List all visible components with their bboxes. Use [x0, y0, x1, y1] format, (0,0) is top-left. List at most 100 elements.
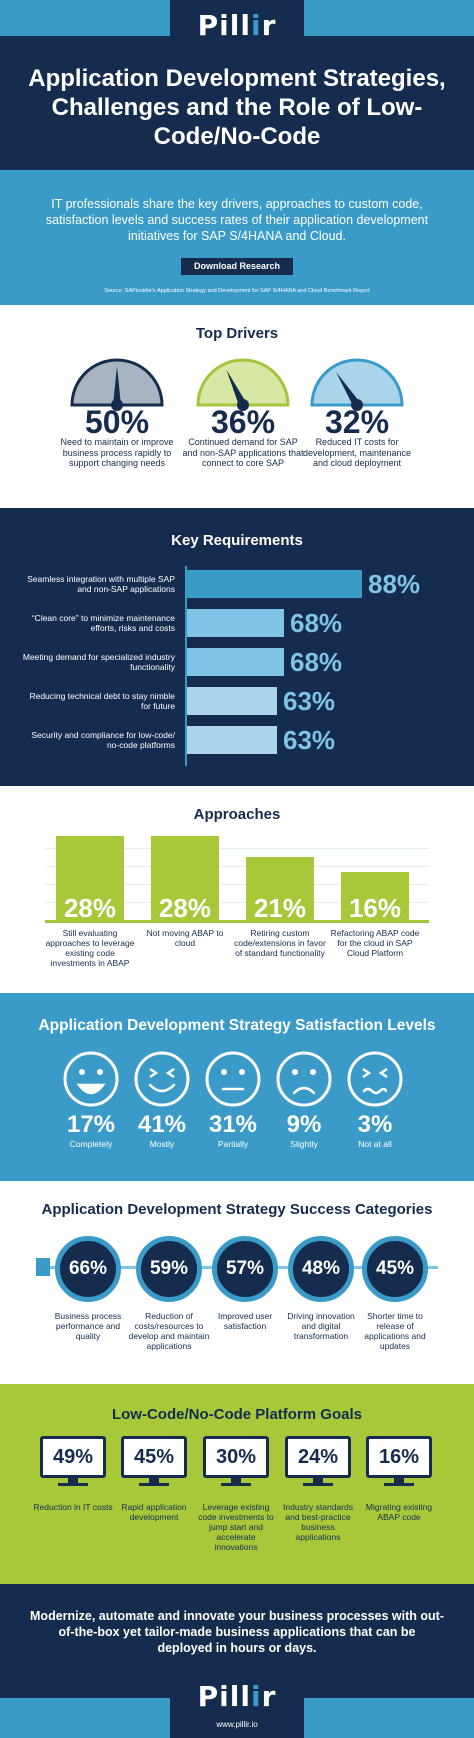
satisfaction-label: Mostly [149, 1139, 175, 1149]
footer-pillir-logo[interactable]: Pillir [197, 1680, 277, 1713]
success-label: Reduction of costs/resources to develop … [128, 1311, 210, 1351]
approaches-section: Approaches 28% Still evaluating approache… [0, 786, 474, 993]
success-label: Shorter time to release of applications … [364, 1311, 426, 1351]
goal-label: Migrating existing ABAP code [365, 1502, 433, 1522]
requirement-value: 88% [368, 569, 421, 599]
approach-value: 28% [158, 893, 212, 923]
footer-accent-left [0, 1698, 170, 1738]
driver-gauge: 32% Reduced IT costs for development, mai… [295, 355, 419, 469]
approaches-baseline [45, 920, 429, 923]
satisfaction-item: 31% Partially [198, 1049, 268, 1149]
driver-gauge: 50% Need to maintain or improve business … [55, 355, 179, 469]
approach-label: Refactoring ABAP code for the cloud in S… [330, 928, 420, 958]
driver-label: Continued demand for SAP and non-SAP app… [182, 437, 304, 468]
driver-gauge: 36% Continued demand for SAP and non-SAP … [181, 355, 305, 469]
requirement-row: Security and compliance for low-code/ no… [0, 724, 474, 756]
monitor-stand [58, 1483, 88, 1486]
goal-value: 45% [121, 1436, 187, 1478]
approach-value: 28% [63, 893, 117, 923]
goal-label: Reduction in IT costs [33, 1502, 113, 1512]
success-label: Improved user satisfaction [217, 1311, 273, 1331]
satisfaction-item: 9% Slightly [269, 1049, 339, 1149]
approach-bar [56, 836, 124, 920]
website-link[interactable]: www.pillir.io [216, 1720, 258, 1729]
gridline [45, 848, 429, 849]
monitor-neck [149, 1478, 159, 1483]
satisfaction-label: Partially [217, 1139, 249, 1149]
monitor-neck [68, 1478, 78, 1483]
requirement-label: Seamless integration with multiple SAP a… [27, 574, 175, 594]
satisfaction-value: 9% [286, 1111, 322, 1138]
satisfaction-label: Completely [69, 1139, 113, 1149]
satisfaction-title: Application Development Strategy Satisfa… [38, 1017, 436, 1034]
goal-value: 16% [366, 1436, 432, 1478]
success-label: Driving innovation and digital transform… [287, 1311, 355, 1341]
approach-label: Not moving ABAP to cloud [146, 928, 224, 948]
success-value-ring: 57% [212, 1236, 278, 1302]
driver-label: Reduced IT costs for development, mainte… [302, 437, 412, 468]
satisfaction-section: Application Development Strategy Satisfa… [0, 993, 474, 1181]
satisfaction-value: 31% [208, 1111, 258, 1138]
big-smile-face-icon [63, 1051, 119, 1107]
approach-column: 16% [335, 836, 415, 923]
requirement-bar [187, 687, 277, 715]
goal-value: 49% [40, 1436, 106, 1478]
monitor-icon: 24% [285, 1436, 351, 1486]
upset-face-icon [347, 1051, 403, 1107]
gauge-dial-icon [196, 358, 290, 411]
success-label: Business process performance and quality [54, 1311, 122, 1341]
monitor-neck [394, 1478, 404, 1483]
approach-bar [246, 857, 314, 920]
monitor-icon: 45% [121, 1436, 187, 1486]
success-value-ring: 66% [55, 1236, 121, 1302]
requirement-bar [187, 609, 284, 637]
monitor-neck [231, 1478, 241, 1483]
footer: Modernize, automate and innovate your bu… [0, 1584, 474, 1738]
requirement-row: Seamless integration with multiple SAP a… [0, 568, 474, 600]
satisfaction-value: 17% [66, 1111, 116, 1138]
timeline-start-marker [36, 1258, 50, 1276]
source-link[interactable]: Source: SAPinsider's Application Strateg… [104, 288, 370, 294]
requirement-value: 63% [283, 686, 336, 716]
page-title: Application Development Strategies, Chal… [28, 65, 446, 150]
gauge-needle [336, 372, 361, 408]
satisfaction-label: Not at all [358, 1139, 392, 1149]
approach-value: 21% [253, 893, 307, 923]
gauge-hub [111, 399, 123, 411]
footer-accent-right [304, 1698, 474, 1738]
approach-column: 28% [50, 836, 130, 923]
header-accent-right [304, 0, 474, 36]
gauge-face [310, 358, 404, 407]
top-drivers-section: Top Drivers 50% Need to maintain or impro… [0, 305, 474, 508]
monitor-neck [313, 1478, 323, 1483]
driver-value: 36% [210, 404, 276, 440]
gauge-dial-icon [70, 358, 164, 411]
driver-value: 32% [324, 404, 390, 440]
gauge-face [196, 358, 290, 407]
approach-label: Retiring custom code/extensions in favor… [234, 928, 326, 958]
requirement-bar [187, 648, 284, 676]
top-drivers-title: Top Drivers [195, 325, 279, 342]
intro: IT professionals share the key drivers, … [0, 170, 474, 305]
grin-face-icon [134, 1051, 190, 1107]
goals-title: Low-Code/No-Code Platform Goals [111, 1406, 362, 1423]
approach-column: 21% [240, 836, 320, 923]
satisfaction-item: 17% Completely [56, 1049, 126, 1149]
sad-face-icon [276, 1051, 332, 1107]
pillir-logo[interactable]: Pillir [197, 9, 277, 42]
requirement-row: “Clean core” to minimize maintenance eff… [0, 607, 474, 639]
success-title: Application Development Strategy Success… [41, 1201, 433, 1218]
download-research-button[interactable]: Download Research [181, 258, 293, 275]
goal-label: Industry standards and best-practice bus… [283, 1502, 353, 1542]
gridline [45, 866, 429, 867]
driver-label: Need to maintain or improve business pro… [60, 437, 174, 468]
footer-text: Modernize, automate and innovate your bu… [30, 1609, 444, 1655]
requirement-value: 63% [283, 725, 336, 755]
gauge-hub [237, 399, 249, 411]
monitor-stand [221, 1483, 251, 1486]
satisfaction-value: 3% [357, 1111, 393, 1138]
satisfaction-value: 41% [137, 1111, 187, 1138]
gauge-needle [226, 369, 247, 407]
gauge-needle [113, 366, 121, 405]
goal-label: Leverage existing code investments to ju… [198, 1502, 274, 1552]
